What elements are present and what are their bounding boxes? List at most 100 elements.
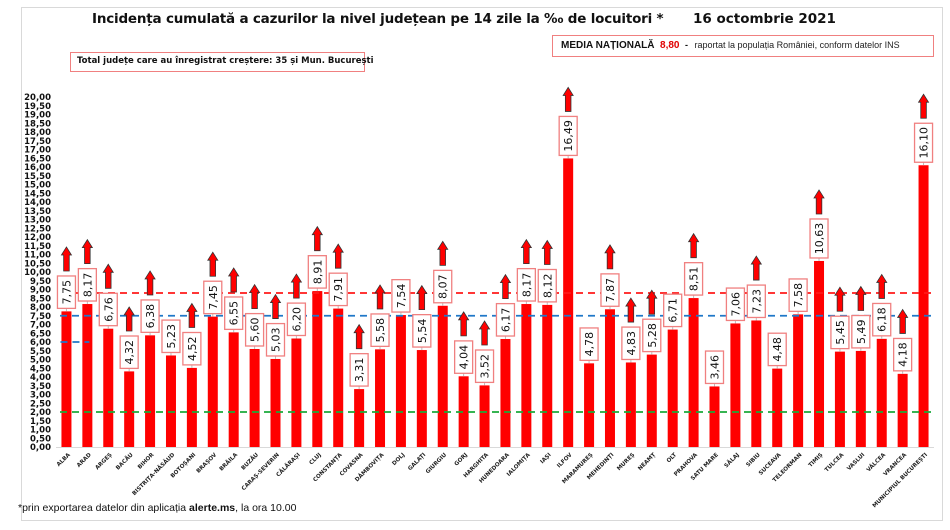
data-label: 7,06	[725, 287, 746, 324]
data-label: 3,52	[474, 349, 495, 386]
national-average-label: MEDIA NAȚIONALĂ	[561, 40, 655, 51]
increase-arrow-icon	[311, 225, 324, 252]
data-label-box	[495, 302, 516, 337]
bar	[584, 363, 595, 447]
data-label: 4,52	[182, 331, 202, 368]
increase-arrow-icon	[332, 243, 344, 269]
x-tick-label: NEAMȚ	[637, 452, 657, 472]
y-tick-label: 7,50	[30, 312, 51, 322]
y-tick-label: 0,50	[30, 434, 51, 444]
data-label-box	[663, 293, 683, 328]
data-label: 8,17	[77, 267, 98, 305]
y-tick-label: 5,00	[30, 356, 51, 366]
data-label-text: 6,18	[876, 307, 889, 332]
data-label: 6,38	[140, 299, 160, 336]
growth-count-text: Total județe care au înregistrat creșter…	[77, 56, 374, 66]
increase-arrow-icon	[646, 289, 658, 315]
x-tick-label: GIURGIU	[425, 452, 448, 475]
data-label: 3,46	[704, 350, 725, 387]
data-label-box	[851, 314, 871, 349]
bar	[814, 260, 825, 447]
data-label-box	[224, 296, 244, 331]
data-label-box	[412, 313, 432, 348]
bar	[855, 350, 866, 447]
x-tick-label: BIHOR	[137, 452, 156, 471]
data-label: 6,18	[872, 302, 892, 339]
footnote-app: alerte.ms	[189, 502, 236, 514]
bar	[249, 349, 260, 447]
data-label: 5,49	[851, 314, 871, 351]
bar	[604, 309, 615, 447]
data-label-text: 3,52	[479, 354, 492, 379]
footnote-suffix: , la ora 10.00	[235, 502, 297, 514]
bar	[542, 304, 553, 447]
x-tick-label: BUZĂU	[240, 451, 261, 472]
bar	[730, 323, 741, 447]
data-label: 8,07	[433, 269, 453, 306]
data-label: 7,23	[746, 284, 766, 321]
data-label-text: 7,54	[395, 284, 408, 309]
data-label-text: 6,17	[499, 308, 512, 333]
x-tick-label: ILFOV	[556, 452, 574, 470]
data-label-text: 5,54	[416, 319, 429, 344]
data-label: 4,18	[892, 337, 913, 374]
increase-arrow-icon	[416, 284, 428, 311]
x-tick-label: GALAȚI	[407, 452, 427, 472]
y-tick-label: 10,00	[24, 268, 51, 278]
data-label-text: 7,45	[207, 285, 220, 310]
national-average-separator: -	[685, 40, 689, 50]
increase-arrow-icon	[687, 232, 700, 259]
bar	[312, 291, 323, 447]
data-label-text: 8,07	[437, 274, 450, 299]
data-label-box	[474, 349, 495, 384]
data-label-box	[642, 318, 662, 353]
increase-arrow-icon	[499, 273, 512, 300]
y-tick-label: 9,50	[30, 277, 51, 287]
increase-arrow-icon	[750, 255, 763, 281]
data-label-text: 6,55	[228, 301, 241, 326]
data-label-text: 16,49	[562, 120, 575, 152]
increase-arrow-icon	[81, 238, 94, 265]
data-label: 4,32	[119, 335, 139, 372]
increase-arrow-icon	[604, 244, 616, 270]
data-label: 6,76	[98, 292, 118, 329]
national-average-value: 8,80	[660, 40, 680, 51]
bar	[103, 328, 114, 447]
data-label-box	[913, 122, 934, 163]
bar	[437, 305, 448, 447]
data-label-box	[830, 315, 850, 350]
data-label-text: 7,75	[60, 280, 73, 305]
data-label: 7,58	[788, 278, 808, 315]
bar	[228, 332, 239, 447]
bar	[207, 316, 218, 447]
data-label-box	[579, 327, 599, 362]
national-average-box: MEDIA NAȚIONALĂ 8,80 - raportat la popul…	[552, 35, 934, 57]
data-label-text: 7,91	[332, 277, 345, 302]
bar	[333, 308, 344, 447]
data-label-text: 4,32	[123, 340, 136, 365]
y-tick-label: 1,50	[30, 417, 51, 427]
data-label-box	[161, 319, 181, 354]
bar	[834, 351, 845, 447]
y-tick-label: 3,50	[30, 382, 51, 392]
data-label-text: 5,03	[270, 328, 283, 353]
x-axis: ALBA ARAD ARGEȘ BACĂU BIHORBISTRIȚA-NĂSĂUDBO…	[56, 447, 934, 509]
x-tick-label: CLUJ	[309, 452, 323, 466]
data-label-box	[286, 302, 307, 337]
data-label: 3,31	[349, 353, 369, 390]
data-label-text: 4,52	[186, 336, 199, 361]
x-tick-label: MUREȘ	[616, 452, 636, 472]
y-tick-label: 11,00	[24, 251, 51, 261]
x-tick-label: ARGEȘ	[95, 452, 114, 471]
data-label-box	[370, 313, 390, 348]
increase-arrow-icon	[917, 93, 930, 119]
data-label-text: 5,28	[646, 323, 659, 348]
bar	[375, 349, 386, 447]
y-tick-label: 4,00	[30, 373, 51, 383]
data-label: 8,51	[683, 262, 704, 299]
data-label-text: 8,51	[688, 267, 701, 292]
data-label: 7,45	[203, 280, 223, 317]
data-label-box	[872, 302, 892, 337]
bar	[646, 354, 657, 447]
